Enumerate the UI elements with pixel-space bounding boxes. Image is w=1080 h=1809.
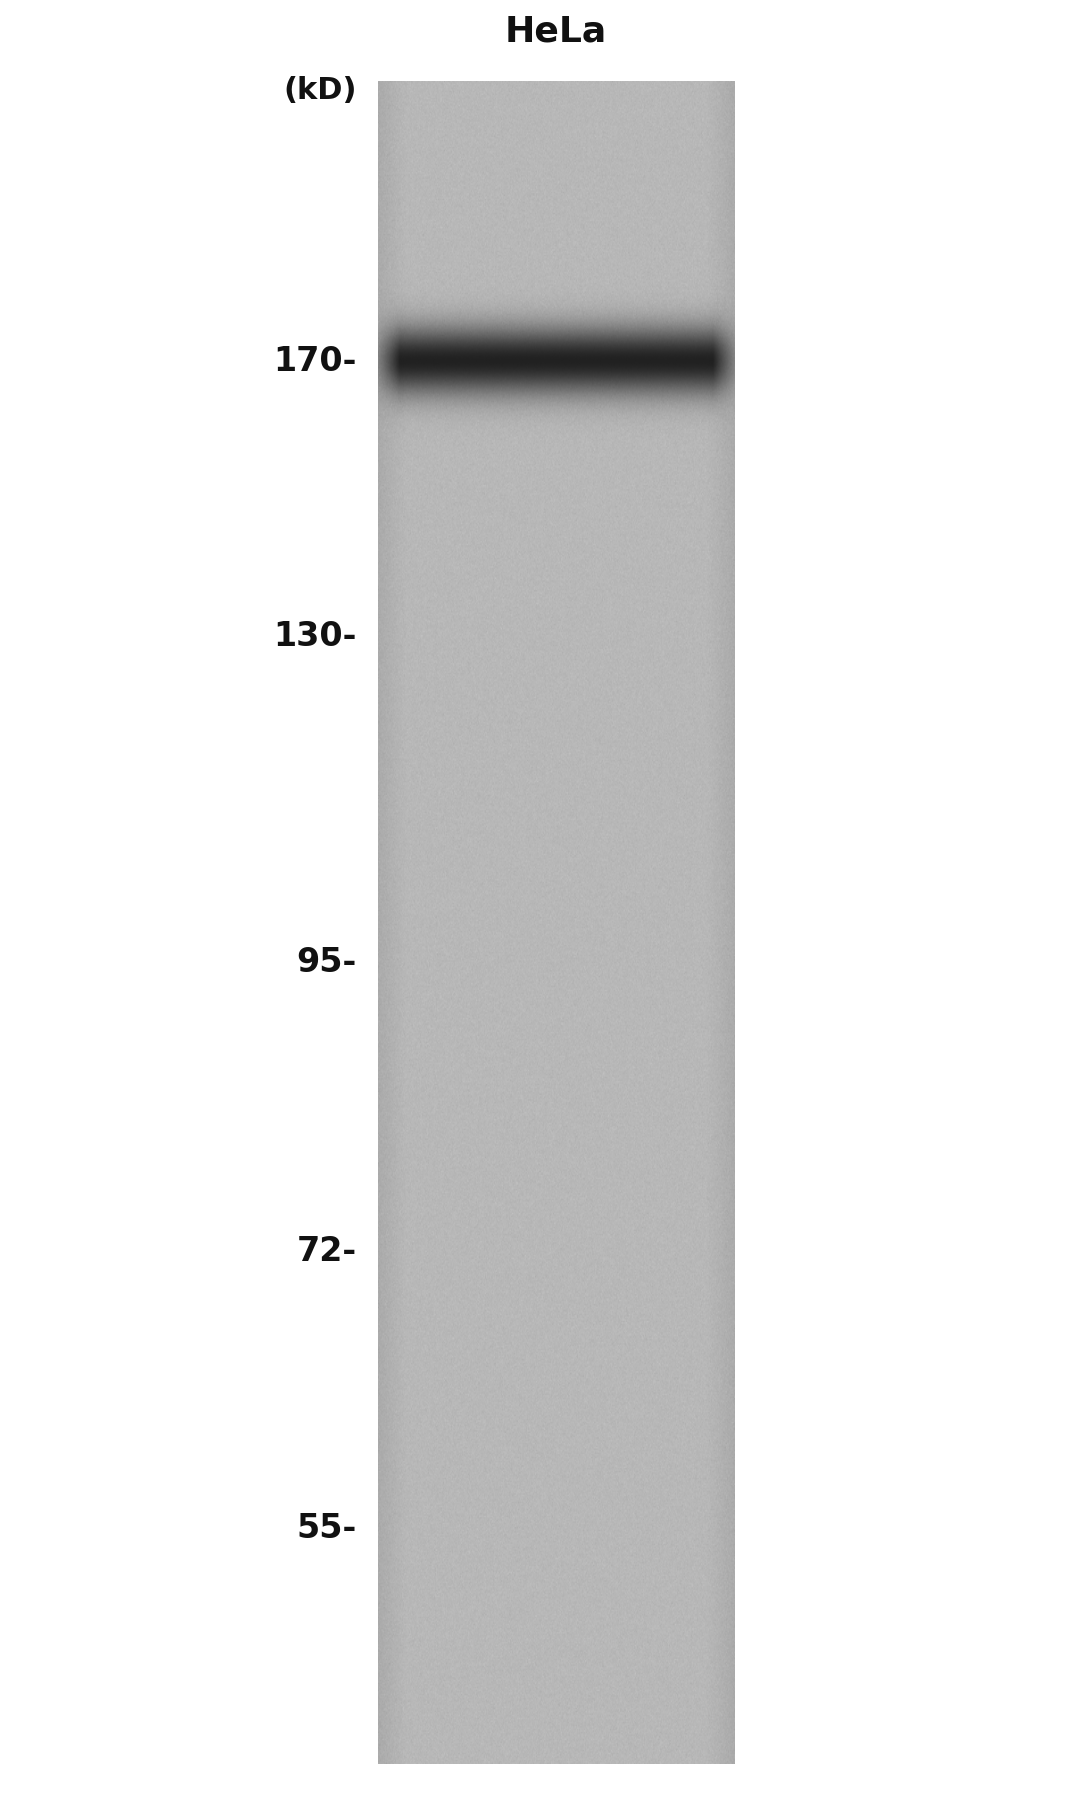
Text: 170-: 170-	[273, 346, 356, 378]
Text: HeLa: HeLa	[505, 14, 607, 49]
Text: 95-: 95-	[296, 946, 356, 979]
Text: 72-: 72-	[296, 1236, 356, 1268]
Text: (kD): (kD)	[283, 76, 356, 105]
Text: 130-: 130-	[273, 620, 356, 653]
Text: 55-: 55-	[296, 1512, 356, 1545]
